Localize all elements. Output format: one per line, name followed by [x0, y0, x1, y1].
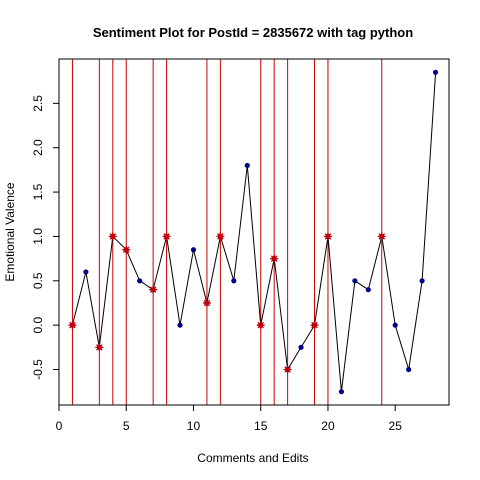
marker-stroke [69, 321, 76, 329]
marker-stroke [270, 255, 278, 262]
y-tick-label: -0.5 [31, 359, 45, 380]
data-points [68, 69, 439, 395]
marker-stroke [122, 246, 130, 254]
marker-stroke [257, 321, 264, 329]
data-point [137, 278, 143, 284]
x-tick-label: 0 [56, 419, 63, 433]
highlight-marker [323, 232, 332, 241]
x-tick-label: 10 [187, 419, 201, 433]
marker-stroke [109, 233, 117, 240]
highlight-marker [270, 254, 279, 263]
y-tick-label: 0.0 [31, 316, 45, 333]
x-axis: 0 5 10 15 20 25 [56, 404, 403, 433]
highlight-lines [71, 59, 383, 405]
data-point [244, 162, 250, 169]
series-line [71, 72, 437, 392]
y-tick-label: 2.5 [31, 95, 45, 112]
highlight-marker [162, 232, 171, 241]
marker-stroke [203, 299, 211, 307]
plot-frame [58, 58, 450, 406]
marker-stroke [163, 233, 170, 240]
series-polyline [71, 72, 437, 392]
highlight-marker [202, 298, 211, 307]
highlight-marker [256, 321, 265, 330]
marker-stroke [324, 233, 332, 240]
data-point [231, 278, 237, 284]
data-point [392, 322, 398, 328]
highlight-marker [216, 232, 225, 241]
y-tick-label: 1.5 [31, 183, 45, 200]
data-point [338, 389, 345, 395]
x-tick-label: 25 [389, 419, 403, 433]
y-axis: -0.5 0.0 0.5 1.0 1.5 2.0 2.5 [31, 95, 60, 380]
marker-stroke [217, 233, 224, 240]
x-tick-label: 5 [123, 419, 130, 433]
highlight-marker [283, 365, 292, 374]
data-point [406, 366, 412, 373]
data-point [177, 322, 183, 328]
highlight-marker [108, 232, 117, 241]
highlight-marker [377, 232, 386, 241]
data-point [352, 278, 358, 284]
highlight-marker [310, 321, 319, 330]
highlight-marker [149, 285, 158, 294]
marker-stroke [149, 286, 157, 293]
y-tick-label: 0.5 [31, 272, 45, 289]
highlight-marker [95, 343, 104, 352]
highlight-marker [122, 245, 131, 254]
y-axis-label: Emotional Valence [3, 182, 17, 281]
data-point [432, 69, 439, 75]
x-tick-label: 15 [254, 419, 268, 433]
x-axis-label: Comments and Edits [197, 451, 308, 465]
y-tick-label: 1.0 [31, 228, 45, 245]
data-point [365, 287, 371, 293]
data-point [83, 269, 89, 275]
marker-stroke [311, 321, 318, 329]
marker-stroke [378, 233, 386, 240]
marker-stroke [96, 344, 103, 351]
highlight-marker [68, 321, 77, 330]
chart-title: Sentiment Plot for PostId = 2835672 with… [93, 25, 413, 40]
y-tick-label: 2.0 [31, 139, 45, 156]
data-point [419, 278, 425, 284]
marker-stroke [284, 366, 291, 373]
data-point [298, 344, 304, 350]
data-point [190, 247, 197, 253]
x-tick-label: 20 [321, 419, 335, 433]
